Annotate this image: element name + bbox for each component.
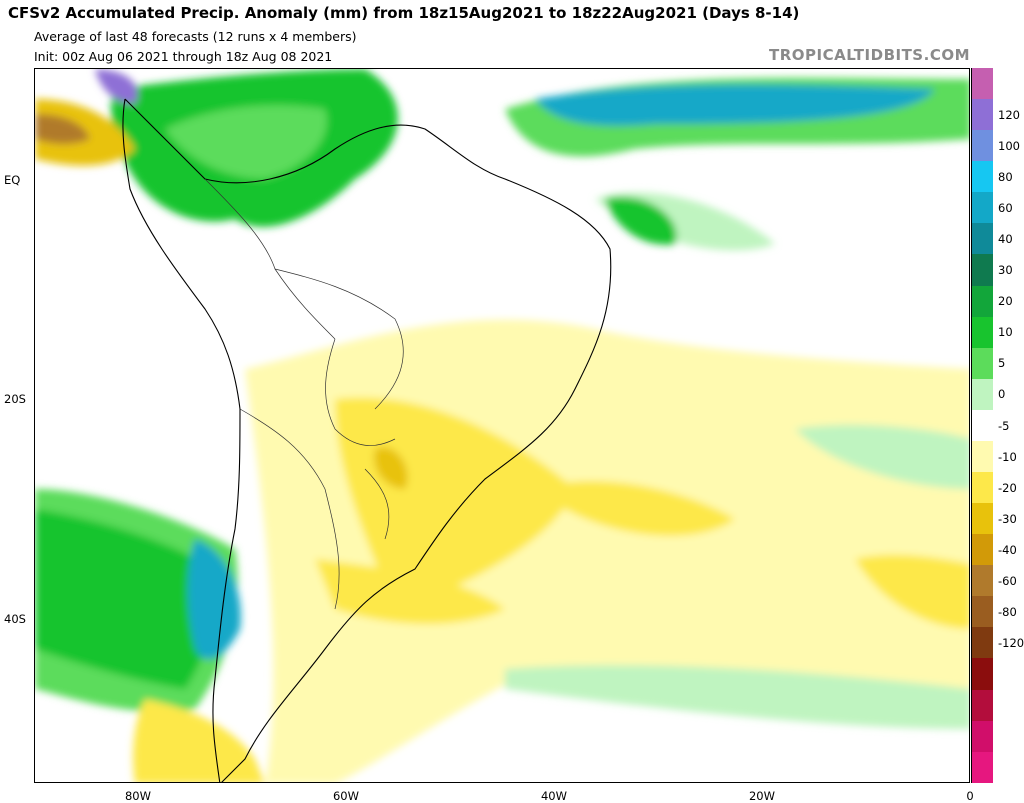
lon-label-60w: 60W — [332, 789, 360, 803]
colorbar-swatch — [972, 316, 993, 348]
colorbar-label: 0 — [998, 387, 1006, 402]
colorbar-swatch — [972, 285, 993, 317]
colorbar-label: 40 — [998, 231, 1013, 246]
colorbar-swatch — [972, 223, 993, 255]
lon-label-0: 0 — [966, 789, 974, 803]
colorbar-label: -10 — [998, 449, 1017, 464]
map-canvas — [35, 69, 969, 782]
colorbar-swatch — [972, 565, 993, 597]
site-brand: TROPICALTIDBITS.COM — [769, 46, 970, 64]
colorbar-swatch — [972, 254, 993, 286]
colorbar-swatch — [972, 347, 993, 379]
colorbar-swatch — [972, 472, 993, 504]
colorbar-label: -5 — [998, 418, 1010, 433]
colorbar-swatch — [972, 409, 993, 441]
colorbar-swatch — [972, 596, 993, 628]
colorbar-swatch — [972, 68, 993, 100]
colorbar-label: 60 — [998, 200, 1013, 215]
colorbar-label: -120 — [998, 636, 1024, 651]
colorbar-swatch — [972, 192, 993, 224]
map-subtitle: Average of last 48 forecasts (12 runs x … — [34, 29, 357, 44]
colorbar-label: 20 — [998, 294, 1013, 309]
colorbar-label: -40 — [998, 542, 1017, 557]
colorbar-swatch — [972, 627, 993, 659]
colorbar-swatch — [972, 440, 993, 473]
colorbar-label: -30 — [998, 511, 1017, 526]
anomaly-fill — [35, 69, 969, 782]
lon-label-40w: 40W — [540, 789, 568, 803]
lat-label-40s: 40S — [4, 612, 26, 626]
colorbar-label: 80 — [998, 169, 1013, 184]
colorbar-swatch — [972, 99, 993, 131]
lat-label-20s: 20S — [4, 392, 26, 406]
colorbar-label: 30 — [998, 263, 1013, 278]
init-time: Init: 00z Aug 06 2021 through 18z Aug 08… — [34, 49, 333, 64]
colorbar-swatch — [972, 720, 993, 752]
colorbar-swatch — [972, 378, 993, 410]
lon-label-80w: 80W — [124, 789, 152, 803]
colorbar-swatch — [972, 503, 993, 535]
colorbar-label: -20 — [998, 480, 1017, 495]
colorbar-swatch — [972, 534, 993, 566]
lat-label-eq: EQ — [4, 173, 21, 187]
colorbar-label: 5 — [998, 356, 1006, 371]
country-borders — [204, 178, 404, 610]
colorbar-label: 120 — [998, 107, 1020, 122]
map-title: CFSv2 Accumulated Precip. Anomaly (mm) f… — [8, 4, 800, 22]
colorbar-swatch — [972, 130, 993, 162]
colorbar-swatch — [972, 658, 993, 690]
colorbar — [971, 68, 993, 783]
precip-anomaly-map — [34, 68, 970, 783]
colorbar-label: 100 — [998, 138, 1020, 153]
colorbar-swatch — [972, 161, 993, 193]
colorbar-label: -80 — [998, 605, 1017, 620]
lon-label-20w: 20W — [748, 789, 776, 803]
colorbar-label: -60 — [998, 573, 1017, 588]
colorbar-swatch — [972, 751, 993, 783]
colorbar-label: 10 — [998, 325, 1013, 340]
colorbar-swatch — [972, 689, 993, 721]
